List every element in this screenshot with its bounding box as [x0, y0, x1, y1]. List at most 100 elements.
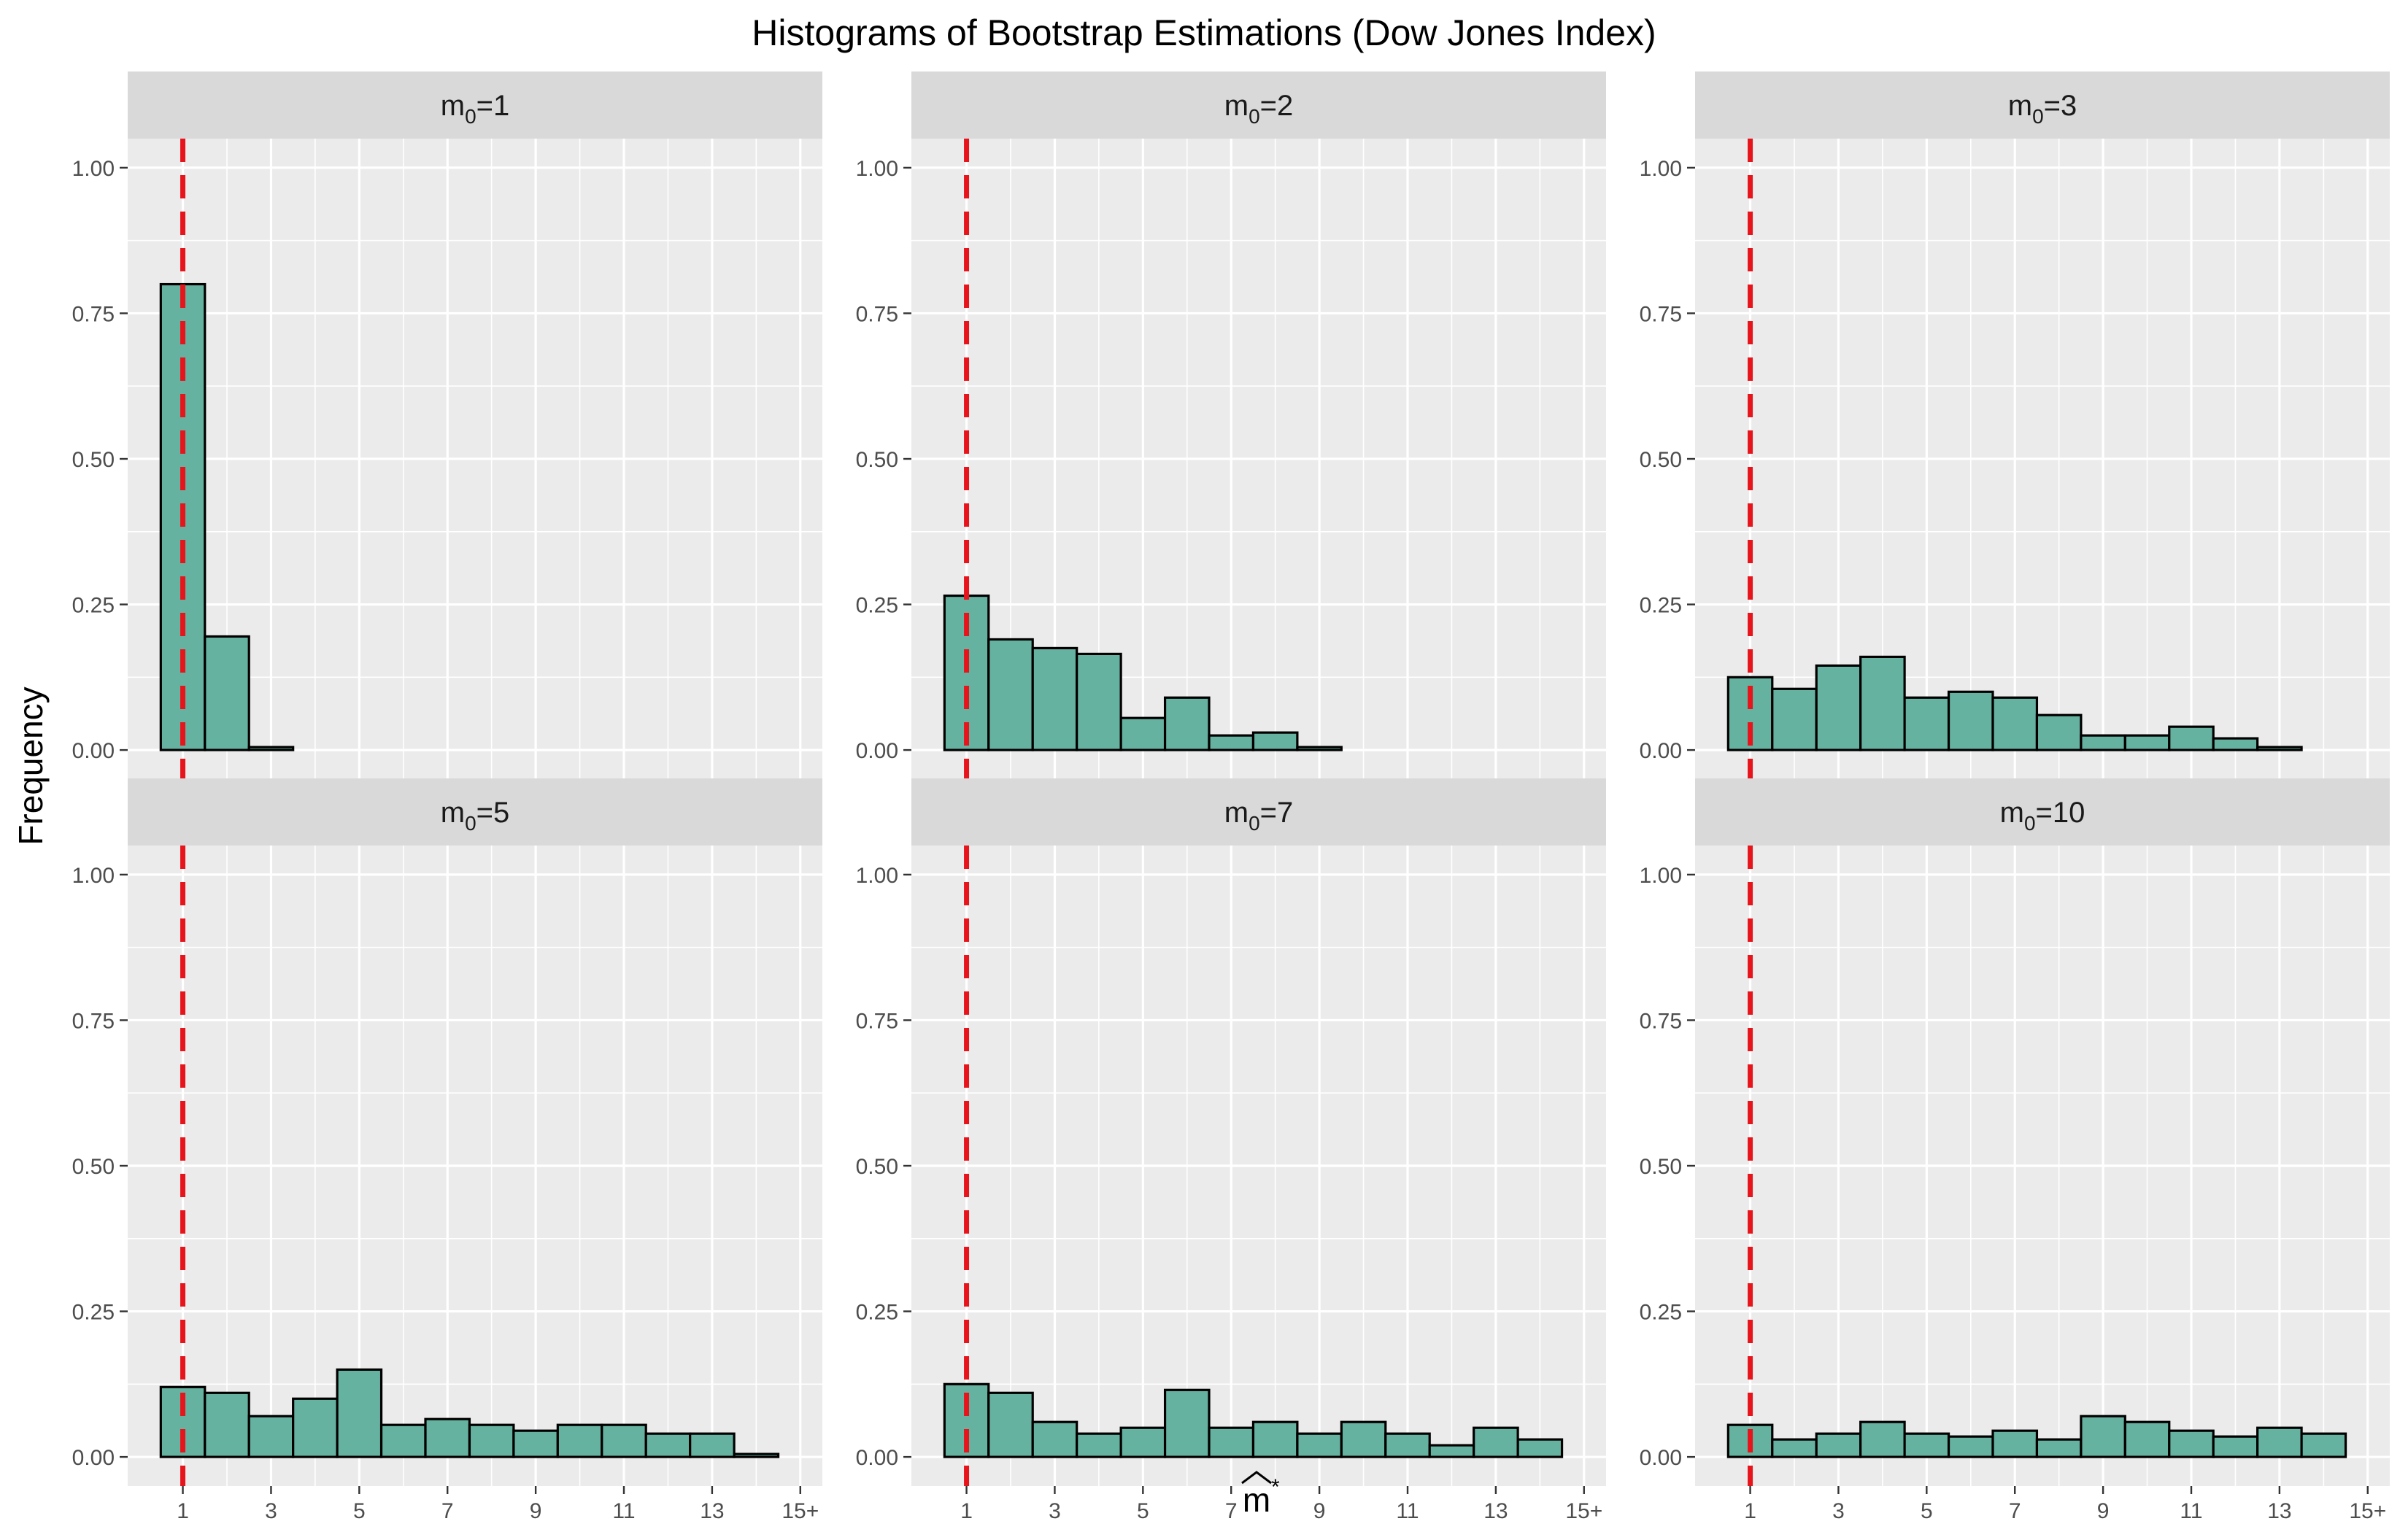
x-tick-label: 9 [530, 1499, 542, 1523]
x-tick-label: 7 [1225, 1499, 1238, 1523]
x-axis-title: m * [1241, 1471, 1280, 1519]
histogram-bar [1473, 1426, 1519, 1458]
y-tick-label: 0.75 [856, 1009, 898, 1033]
x-axis-title-hat [1241, 1471, 1272, 1485]
histogram-bar [1903, 1432, 1950, 1458]
y-tick-label: 0.25 [1640, 594, 1682, 618]
y-tick-label: 1.00 [72, 157, 115, 181]
facet-strip-label: m0=7 [1224, 797, 1294, 835]
histogram-bar [601, 1423, 647, 1458]
histogram-bar [2080, 734, 2126, 751]
histogram-bar [1076, 1432, 1122, 1458]
histogram-bar [379, 1423, 427, 1458]
facet-strip [1695, 71, 2390, 139]
histogram-bar [336, 1368, 383, 1458]
facet-strip-label: m0=5 [441, 797, 510, 835]
x-tick-label: 3 [1049, 1499, 1061, 1523]
histogram-bar [247, 1415, 295, 1458]
histogram-bar [1296, 746, 1343, 751]
histogram-bar [1859, 655, 1906, 751]
x-axis-title-superscript: * [1271, 1475, 1280, 1499]
histogram-bar [2256, 746, 2303, 751]
histogram-bar [1208, 1426, 1255, 1458]
histogram-bar [292, 1397, 339, 1458]
facet-strip [911, 71, 1606, 139]
y-tick-label: 0.00 [72, 1446, 115, 1470]
histogram-bar [247, 746, 295, 751]
y-tick-label: 0.75 [72, 302, 115, 326]
y-tick-label: 0.25 [72, 1301, 115, 1325]
facet-panel: 0.000.250.500.751.001 3 5 7 9 11 13 15+m0=7 [856, 778, 1606, 1523]
histogram-bar [1119, 1426, 1167, 1458]
x-tick-label: 11 [2180, 1499, 2202, 1523]
y-tick-label: 0.50 [856, 1155, 898, 1179]
y-tick-label: 1.00 [1640, 157, 1682, 181]
histogram-bar [1947, 1435, 1994, 1458]
histogram-bar [204, 635, 250, 751]
facet-panels: 0.000.250.500.751.0013579111315+m0=10.00… [72, 71, 2390, 1523]
y-tick-label: 0.75 [72, 1009, 115, 1033]
y-tick-label: 0.25 [72, 594, 115, 618]
x-axis-title-base: m [1243, 1481, 1270, 1519]
histogram-bar [468, 1423, 515, 1458]
x-tick-label: 9 [2097, 1499, 2110, 1523]
y-tick-label: 0.50 [1640, 1155, 1682, 1179]
histogram-bar [512, 1429, 559, 1458]
facet-strip-label: m0=2 [1224, 90, 1294, 128]
histogram-bar [1903, 696, 1950, 751]
facet-panel: 0.000.250.500.751.001 3 5 7 9 11 13 15+m0=10 [1640, 778, 2390, 1523]
x-tick-label: 11 [1396, 1499, 1419, 1523]
histogram-bar [2123, 734, 2171, 751]
histogram-bar [2212, 1435, 2259, 1458]
x-tick-label: 3 [1832, 1499, 1845, 1523]
y-tick-label: 0.00 [1640, 1446, 1682, 1470]
facet-strip [128, 71, 822, 139]
histogram-bar [1428, 1444, 1475, 1458]
x-tick-label: 5 [1921, 1499, 1933, 1523]
histogram-bar [1296, 1432, 1343, 1458]
y-tick-label: 0.25 [856, 594, 898, 618]
figure-title: Histograms of Bootstrap Estimations (Dow… [752, 12, 1656, 53]
histogram-bar [733, 1452, 780, 1458]
histogram-bar [424, 1417, 471, 1458]
histogram-bar [556, 1423, 603, 1458]
histogram-bar [2080, 1415, 2126, 1458]
histogram-bar [987, 638, 1034, 751]
histogram-bar [1076, 652, 1122, 751]
y-tick-label: 1.00 [856, 864, 898, 888]
histogram-bar [1859, 1420, 1906, 1458]
y-tick-label: 0.00 [1640, 739, 1682, 763]
y-tick-label: 0.50 [1640, 448, 1682, 472]
y-tick-label: 1.00 [72, 864, 115, 888]
x-tick-label: 15+ [1565, 1499, 1602, 1523]
y-tick-label: 0.75 [856, 302, 898, 326]
x-tick-label: 15+ [2349, 1499, 2386, 1523]
facet-strip [911, 778, 1606, 846]
x-tick-label: 9 [1313, 1499, 1326, 1523]
x-tick-label: 5 [1137, 1499, 1149, 1523]
x-tick-label: 13 [700, 1499, 724, 1523]
y-tick-label: 0.00 [856, 1446, 898, 1470]
histogram-bar [1815, 664, 1862, 751]
histogram-bar [1771, 687, 1818, 751]
histogram-bar [2212, 737, 2259, 751]
facet-panel: 0.000.250.500.751.001 3 5 7 9 11 13 15+m0=5 [72, 778, 822, 1523]
y-tick-label: 0.75 [1640, 1009, 1682, 1033]
histogram-bar [1991, 696, 2039, 751]
histogram-bar [1163, 696, 1211, 751]
y-tick-label: 0.50 [72, 448, 115, 472]
facet-strip-label: m0=1 [441, 90, 510, 128]
facet-strip [1695, 778, 2390, 846]
y-tick-label: 0.00 [856, 739, 898, 763]
histogram-bar [689, 1432, 736, 1458]
x-tick-label: 15+ [782, 1499, 819, 1523]
histogram-bar [1516, 1438, 1564, 1458]
histogram-bar [1031, 646, 1078, 751]
x-tick-label: 11 [612, 1499, 635, 1523]
histogram-bar [1251, 731, 1299, 751]
x-tick-label: 1 [1744, 1499, 1756, 1523]
y-axis-title: Frequency [12, 686, 50, 845]
y-tick-label: 0.50 [72, 1155, 115, 1179]
